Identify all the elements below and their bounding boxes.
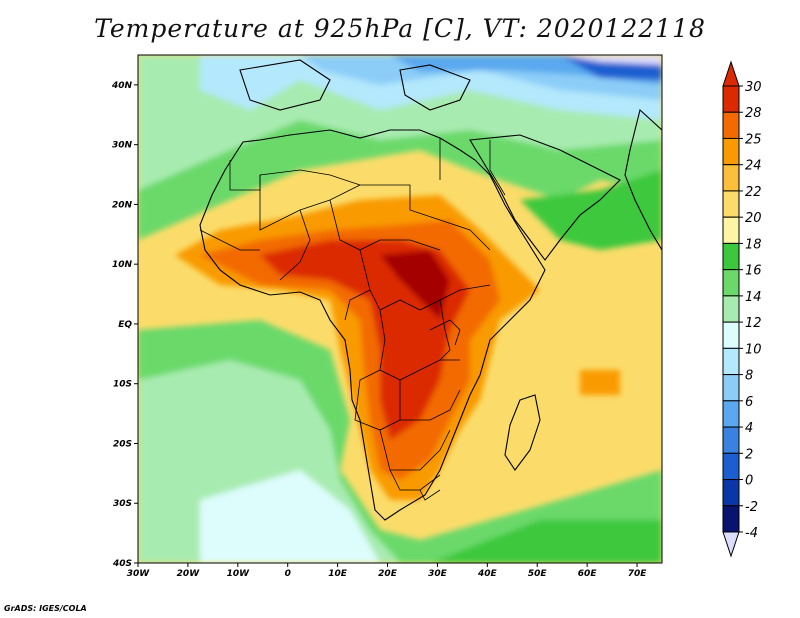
colorbar-swatch: [722, 452, 740, 481]
colorbar-swatch: [722, 164, 740, 192]
colorbar-label: 12: [745, 316, 762, 331]
colorbar-swatch: [722, 85, 740, 113]
colorbar-swatch: [722, 190, 740, 218]
colorbar-swatch: [722, 216, 740, 244]
colorbar-swatch: [722, 374, 740, 402]
lat-tick-label: 40N: [111, 81, 133, 91]
colorbar-swatch: [722, 400, 740, 428]
colorbar-label: 18: [745, 237, 762, 252]
colorbar-label: 0: [745, 474, 753, 489]
lon-tick-label: 60E: [578, 569, 598, 579]
temperature-field: [138, 55, 662, 563]
map-title: Temperature at 925hPa [C], VT: 202012211…: [94, 14, 706, 43]
colorbar-swatch: [722, 505, 740, 533]
colorbar-swatch: [722, 242, 740, 271]
colorbar-swatch: [722, 479, 740, 507]
colorbar-label: 30: [745, 80, 762, 95]
lon-tick-label: 10W: [227, 569, 251, 579]
lon-tick-label: 70E: [628, 569, 648, 579]
colorbar-swatch: [722, 295, 740, 323]
lon-tick-label: 30E: [428, 569, 448, 579]
colorbar-label: 25: [745, 132, 762, 147]
colorbar-label: -2: [745, 500, 758, 515]
colorbar-label: 14: [745, 290, 762, 305]
lat-tick-label: 30S: [113, 499, 132, 509]
colorbar-label: 4: [745, 421, 753, 436]
colorbar-swatch: [722, 426, 740, 454]
colorbar-label: 2: [745, 447, 753, 462]
colorbar-label: 20: [745, 211, 762, 226]
latitude-axis: 40N 30N 20N 10N EQ 10S 20S 30S 40S: [111, 81, 138, 569]
lat-tick-label: EQ: [118, 320, 132, 330]
lon-tick-label: 10E: [328, 569, 348, 579]
colorbar-label: 8: [745, 369, 753, 384]
colorbar-swatch: [722, 269, 740, 297]
lon-tick-label: 20E: [378, 569, 398, 579]
colorbar-bottom-arrow: [722, 531, 740, 558]
lat-tick-label: 20N: [112, 200, 133, 210]
lon-tick-label: 20W: [177, 569, 201, 579]
lat-tick-label: 40S: [112, 559, 132, 569]
colorbar-label: 28: [745, 106, 762, 121]
colorbar-label: 16: [745, 264, 762, 279]
map-frame: [137, 54, 663, 564]
colorbar-swatch: [722, 137, 740, 166]
colorbar-swatch: [722, 347, 740, 376]
lat-tick-label: 20S: [113, 439, 132, 449]
lat-tick-label: 10N: [112, 260, 133, 270]
lon-tick-label: 30W: [127, 569, 151, 579]
colorbar-label: 6: [745, 395, 753, 410]
colorbar-label: 10: [745, 342, 762, 357]
colorbar-label: 24: [745, 159, 762, 174]
country-borders: [199, 138, 506, 501]
colorbar-swatch: [722, 321, 740, 349]
lat-tick-label: 10S: [113, 380, 132, 390]
lat-tick-label: 30N: [112, 141, 133, 151]
lon-tick-label: 40E: [477, 569, 498, 579]
coastlines: [199, 59, 662, 521]
colorbar-label: -4: [745, 526, 758, 541]
colorbar-label: 22: [745, 185, 762, 200]
longitude-axis: 30W 20W 10W 0 10E 20E 30E 40E 50E 60E 70E: [127, 563, 647, 579]
grads-credit: GrADS: IGES/COLA: [4, 604, 87, 613]
lon-tick-label: 50E: [528, 569, 548, 579]
colorbar-swatch: [722, 111, 740, 139]
lon-tick-label: 0: [285, 569, 291, 579]
colorbar-top-arrow: [722, 60, 740, 87]
